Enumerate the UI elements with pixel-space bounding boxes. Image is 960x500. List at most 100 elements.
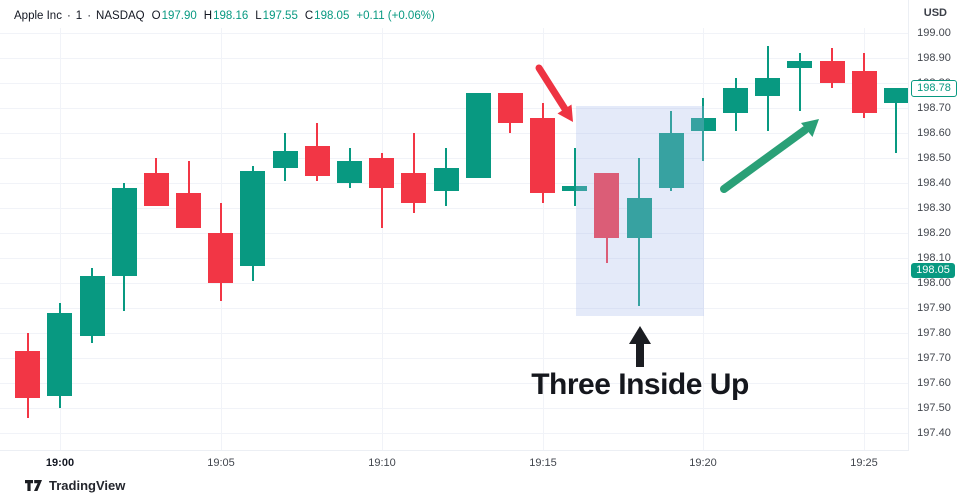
grid-line-vertical bbox=[382, 28, 383, 450]
change-label: +0.11 (+0.06%) bbox=[356, 10, 435, 22]
grid-line-horizontal bbox=[0, 383, 908, 384]
ohlc-close: C198.05 bbox=[304, 10, 350, 22]
tradingview-brand-text: TradingView bbox=[49, 478, 126, 493]
grid-line-horizontal bbox=[0, 283, 908, 284]
grid-line-horizontal bbox=[0, 433, 908, 434]
price-tick-label: 197.70 bbox=[917, 352, 951, 364]
grid-line-vertical bbox=[543, 28, 544, 450]
ohlc-open: O197.90 bbox=[151, 10, 197, 22]
candle-up bbox=[883, 88, 908, 103]
time-tick-label: 19:10 bbox=[368, 457, 396, 469]
candle-down bbox=[401, 173, 427, 203]
candle-up bbox=[337, 160, 362, 183]
price-tick-label: 198.70 bbox=[917, 102, 951, 114]
candle-up bbox=[79, 275, 105, 336]
time-tick-label: 19:25 bbox=[850, 457, 878, 469]
chart-canvas[interactable]: Three Inside Up bbox=[0, 0, 909, 451]
candle-wick bbox=[573, 148, 576, 206]
candle-up bbox=[111, 188, 137, 276]
candle-wick bbox=[895, 88, 898, 153]
interval-label: 1 bbox=[75, 10, 83, 22]
separator-dot: · bbox=[66, 10, 71, 22]
price-tick-label: 197.50 bbox=[917, 402, 951, 414]
price-tick-label: 198.10 bbox=[917, 252, 951, 264]
time-tick-label: 19:20 bbox=[689, 457, 717, 469]
candle-up bbox=[562, 185, 588, 191]
grid-line-vertical bbox=[864, 28, 865, 450]
candle-up bbox=[787, 60, 813, 68]
grid-line-horizontal bbox=[0, 133, 908, 134]
price-tick-label: 197.60 bbox=[917, 377, 951, 389]
price-tick-label: 197.90 bbox=[917, 302, 951, 314]
candle-up bbox=[723, 88, 749, 113]
candle-up bbox=[433, 168, 459, 191]
hovered-price-badge: 198.05 bbox=[911, 262, 955, 278]
candle-down bbox=[369, 158, 395, 188]
grid-line-horizontal bbox=[0, 208, 908, 209]
candle-up bbox=[272, 150, 298, 168]
candle-wick bbox=[798, 53, 801, 111]
candle-down bbox=[176, 193, 202, 228]
currency-label: USD bbox=[923, 7, 947, 19]
candle-down bbox=[208, 233, 234, 283]
price-tick-label: 197.40 bbox=[917, 427, 951, 439]
candle-up bbox=[690, 118, 716, 131]
grid-line-vertical bbox=[60, 28, 61, 450]
price-axis[interactable]: 197.40 197.50 197.60 197.70 197.80 197.90 198.… bbox=[908, 0, 960, 450]
ohlc-high: H198.16 bbox=[203, 10, 249, 22]
price-tick-label: 198.30 bbox=[917, 202, 951, 214]
candle-up bbox=[465, 93, 491, 178]
grid-line-horizontal bbox=[0, 408, 908, 409]
time-tick-label: 19:00 bbox=[45, 457, 75, 469]
time-tick-label: 19:05 bbox=[207, 457, 235, 469]
ohlc-low: L197.55 bbox=[255, 10, 298, 22]
grid-line-horizontal bbox=[0, 308, 908, 309]
symbol-name: Apple Inc bbox=[14, 10, 62, 22]
price-tick-label: 197.80 bbox=[917, 327, 951, 339]
candle-up bbox=[626, 198, 652, 238]
grid-line-horizontal bbox=[0, 233, 908, 234]
tradingview-logo-icon bbox=[25, 479, 42, 491]
separator-dot: · bbox=[87, 10, 92, 22]
pattern-highlight-region bbox=[575, 105, 705, 316]
time-axis[interactable]: 19:00 19:05 19:10 19:15 19:20 19:25 bbox=[0, 451, 908, 477]
price-tick-label: 198.20 bbox=[917, 227, 951, 239]
grid-line-horizontal bbox=[0, 58, 908, 59]
candle-down bbox=[530, 118, 556, 193]
grid-line-vertical bbox=[703, 28, 704, 450]
candle-down bbox=[143, 173, 169, 206]
grid-line-horizontal bbox=[0, 108, 908, 109]
pattern-label: Three Inside Up bbox=[531, 368, 749, 401]
last-price-badge: 198.78 bbox=[911, 79, 957, 97]
candle-up bbox=[755, 78, 781, 96]
symbol-title[interactable]: Apple Inc · 1 · NASDAQ bbox=[14, 10, 145, 22]
candle-down bbox=[15, 350, 41, 398]
candle-up bbox=[658, 133, 684, 188]
price-tick-label: 198.60 bbox=[917, 127, 951, 139]
price-tick-label: 198.90 bbox=[917, 52, 951, 64]
candle-down bbox=[851, 70, 877, 113]
candle-up bbox=[240, 170, 266, 266]
time-tick-label: 19:15 bbox=[529, 457, 557, 469]
grid-line-horizontal bbox=[0, 158, 908, 159]
price-tick-label: 198.40 bbox=[917, 177, 951, 189]
tradingview-attribution[interactable]: TradingView bbox=[25, 478, 125, 493]
price-tick-label: 198.50 bbox=[917, 152, 951, 164]
candle-down bbox=[819, 60, 845, 83]
candle-wick bbox=[380, 153, 383, 228]
grid-line-horizontal bbox=[0, 358, 908, 359]
candle-up bbox=[47, 313, 73, 396]
red-down-arrow-annotation bbox=[535, 64, 573, 122]
grid-line-horizontal bbox=[0, 258, 908, 259]
price-tick-label: 198.00 bbox=[917, 277, 951, 289]
grid-line-horizontal bbox=[0, 83, 908, 84]
candle-down bbox=[304, 145, 330, 176]
grid-line-horizontal bbox=[0, 333, 908, 334]
grid-line-horizontal bbox=[0, 33, 908, 34]
candle-down bbox=[594, 173, 620, 238]
green-up-trend-arrow-annotation bbox=[720, 119, 819, 193]
price-tick-label: 199.00 bbox=[917, 27, 951, 39]
exchange-label: NASDAQ bbox=[96, 10, 145, 22]
candle-down bbox=[497, 93, 523, 123]
